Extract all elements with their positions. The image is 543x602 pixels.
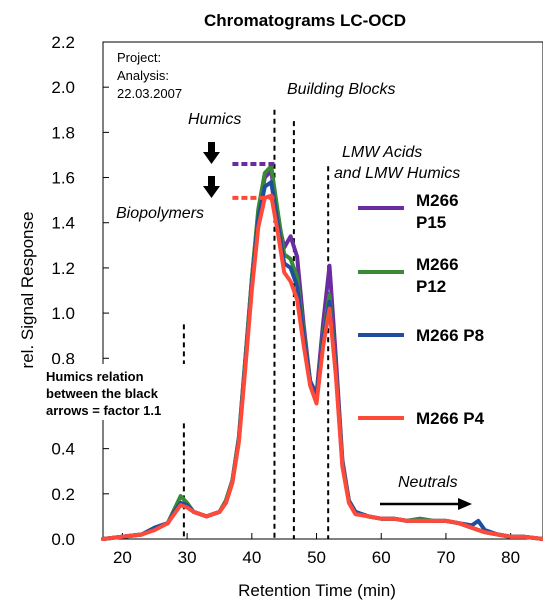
y-tick-label: 0.2 (51, 485, 75, 504)
x-tick-label: 50 (307, 548, 326, 567)
analysis-date: 22.03.2007 (117, 86, 182, 101)
legend: M266 P15 M266 P12 M266 P8 M266 P4 (358, 191, 485, 428)
note-background (44, 364, 214, 420)
series-line (101, 193, 543, 541)
y-tick-label: 2.2 (51, 33, 75, 52)
y-axis-label: rel. Signal Response (18, 212, 37, 369)
y-tick-label: 1.4 (51, 214, 75, 233)
down-arrow-icon (203, 142, 220, 164)
x-tick-label: 80 (501, 548, 520, 567)
x-axis: 20 30 40 50 60 70 80 (113, 533, 520, 567)
region-label-lmw-line1: LMW Acids (342, 144, 422, 161)
legend-label: M266 P4 (416, 409, 485, 428)
plot-area (102, 41, 543, 540)
x-tick-label: 40 (242, 548, 261, 567)
project-label: Project: (117, 50, 161, 65)
legend-label: M266 (416, 255, 459, 274)
note-line-3: arrows = factor 1.1 (46, 403, 161, 418)
y-tick-label: 0.4 (51, 440, 75, 459)
region-label-humics: Humics (188, 111, 241, 128)
legend-label: M266 P8 (416, 326, 484, 345)
region-markers (182, 109, 330, 539)
y-tick-label: 1.8 (51, 123, 75, 142)
note-line-2: between the black (46, 386, 159, 401)
x-tick-label: 20 (113, 548, 132, 567)
down-arrow-icon (203, 176, 220, 198)
y-tick-label: 1.6 (51, 169, 75, 188)
region-label-neutrals: Neutrals (398, 474, 458, 491)
region-label-biopolymers: Biopolymers (116, 205, 204, 222)
x-axis-label: Retention Time (min) (238, 581, 396, 600)
legend-label: M266 (416, 191, 459, 210)
x-tick-label: 30 (178, 548, 197, 567)
y-tick-label: 0.0 (51, 530, 75, 549)
y-tick-label: 1.2 (51, 259, 75, 278)
series-lines (101, 164, 543, 541)
region-label-building-blocks: Building Blocks (287, 81, 396, 98)
y-axis: 0.00.20.40.60.81.01.21.41.61.82.02.2 (51, 33, 109, 549)
chart-title: Chromatograms LC-OCD (204, 11, 406, 30)
y-tick-label: 0.8 (51, 349, 75, 368)
x-tick-label: 60 (372, 548, 391, 567)
y-tick-label: 2.0 (51, 78, 75, 97)
analysis-label: Analysis: (117, 68, 169, 83)
legend-label: P12 (416, 277, 446, 296)
x-tick-label: 70 (436, 548, 455, 567)
note-line-1: Humics relation (46, 369, 144, 384)
neutrals-arrow-head (458, 498, 472, 510)
legend-label: P15 (416, 213, 446, 232)
y-tick-label: 1.0 (51, 304, 75, 323)
region-label-lmw-line2: and LMW Humics (334, 165, 460, 182)
